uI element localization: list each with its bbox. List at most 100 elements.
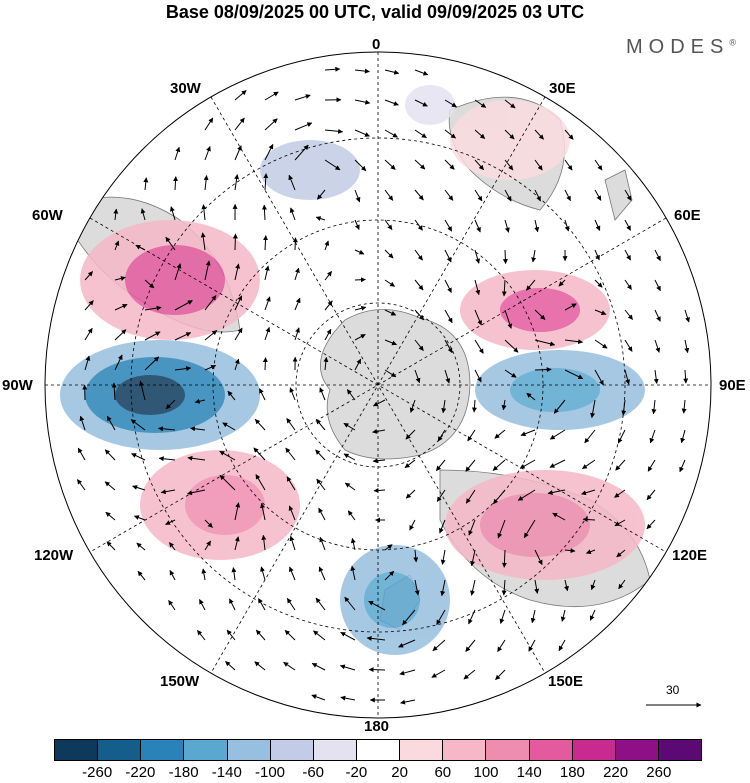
wind-vector (560, 609, 566, 622)
wind-vector (594, 369, 604, 386)
wind-vector (564, 369, 584, 380)
wind-vector (315, 216, 326, 221)
wind-vector (286, 476, 296, 491)
wind-vector (501, 399, 507, 411)
wind-vector (261, 204, 267, 221)
colorbar-tick-label: 100 (473, 764, 499, 781)
brand-mark: ® (729, 37, 736, 48)
wind-vector (530, 609, 536, 624)
wind-vector (201, 568, 207, 581)
wind-vector (234, 145, 242, 161)
wind-vector (174, 300, 193, 311)
wind-vector (292, 237, 298, 251)
wind-vector (144, 331, 161, 341)
wind-vector (372, 458, 386, 464)
wind-vector (84, 271, 93, 281)
wind-vector (144, 356, 160, 371)
wind-vector (534, 129, 544, 140)
reference-vector-label: 30 (666, 683, 680, 697)
wind-vector (581, 489, 596, 496)
wind-vector (114, 354, 123, 371)
wind-vector (319, 536, 326, 551)
wind-vector (684, 309, 690, 323)
pos-anomaly-120w-core (185, 475, 265, 535)
wind-vector (317, 189, 326, 200)
wind-vector (474, 159, 484, 171)
wind-vector (262, 357, 268, 371)
wind-vector (168, 599, 176, 611)
wind-vector (431, 669, 446, 678)
wind-vector (549, 459, 566, 468)
wind-vector (552, 512, 566, 521)
wind-vector (263, 173, 269, 191)
wind-vector (226, 629, 236, 641)
wind-vector (316, 478, 326, 491)
lon-label-90w: 90W (2, 377, 33, 394)
wind-vector (311, 694, 326, 701)
wind-vector (654, 249, 661, 262)
wind-vector (465, 639, 476, 652)
wind-vector (439, 519, 446, 534)
colorbar-tick-label: -60 (302, 764, 325, 781)
wind-vector (681, 399, 687, 414)
wind-vector (194, 398, 206, 404)
colorbar-tick-label: -140 (211, 764, 242, 781)
wind-vector (558, 639, 566, 652)
wind-vector (354, 358, 362, 371)
wind-vector (354, 189, 361, 203)
wind-vector (624, 339, 633, 352)
wind-vector (501, 549, 507, 568)
wind-vector (204, 364, 217, 371)
wind-vector (531, 249, 537, 263)
wind-vector (368, 600, 386, 611)
wind-vector (384, 129, 398, 138)
wind-vector (465, 459, 476, 472)
wind-vector (654, 339, 661, 353)
wind-vector (504, 309, 513, 329)
wind-vector (114, 329, 127, 341)
wind-vector (624, 219, 631, 231)
wind-vector (594, 279, 603, 288)
wind-vector (264, 296, 271, 311)
wind-vector (200, 232, 206, 251)
wind-vector (76, 479, 86, 491)
wind-vector (284, 629, 296, 641)
wind-vector (534, 309, 546, 320)
colorbar-swatch (615, 740, 659, 760)
wind-vector (497, 519, 506, 539)
wind-vector (165, 236, 176, 251)
wind-vector (474, 279, 481, 296)
wind-vector (350, 565, 356, 581)
wind-vector (504, 369, 517, 378)
wind-vector (263, 235, 269, 251)
wind-vector (526, 279, 536, 291)
wind-vector (504, 129, 515, 140)
wind-vector (616, 549, 626, 558)
wind-vector (474, 339, 484, 354)
wind-vector (594, 339, 608, 349)
wind-vector (354, 129, 370, 137)
wind-vector (324, 128, 344, 134)
wind-vector (474, 99, 487, 108)
colorbar-tick-label: 20 (391, 764, 408, 781)
wind-vector (384, 159, 396, 170)
wind-vector (286, 597, 296, 611)
wind-vector (234, 502, 241, 521)
wind-vector (324, 66, 341, 72)
wind-vector (547, 489, 566, 495)
colorbar-tick-label: -180 (168, 764, 199, 781)
wind-vector (294, 267, 300, 281)
wind-vector (324, 240, 330, 251)
wind-vector (225, 661, 236, 671)
wind-vector (105, 511, 116, 521)
wind-vector (343, 453, 356, 461)
wind-vector (372, 399, 386, 407)
wind-vector (384, 99, 399, 106)
wind-vector (470, 549, 476, 567)
wind-vector (528, 639, 536, 652)
wind-vector (204, 295, 217, 311)
lon-label-90e: 90E (719, 377, 746, 394)
wind-vector (79, 415, 86, 431)
wind-vector (354, 219, 360, 230)
wind-vector (436, 609, 446, 626)
